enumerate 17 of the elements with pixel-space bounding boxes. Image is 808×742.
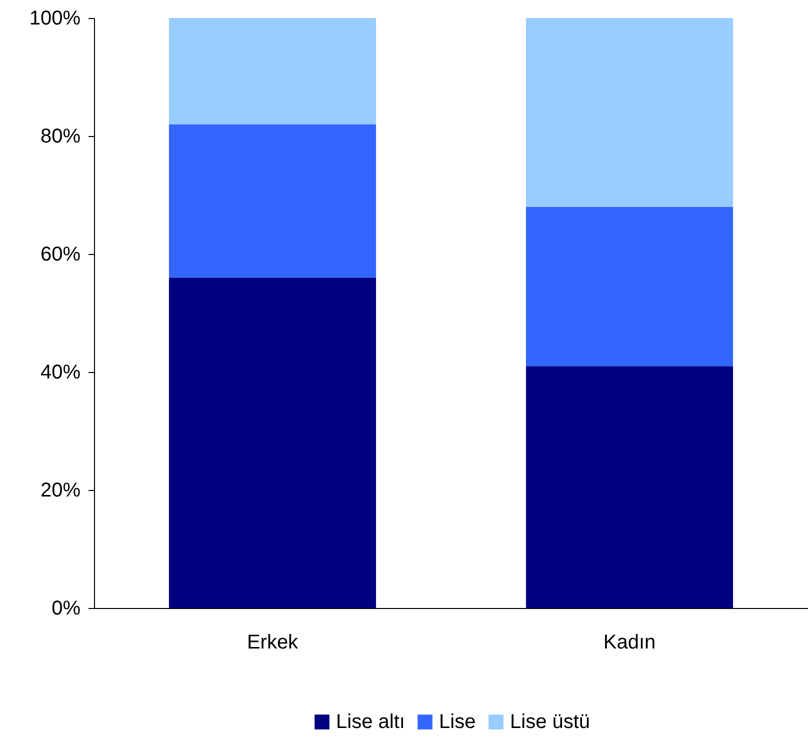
bar [168,278,376,608]
bar [168,124,376,278]
legend-label: Lise [439,711,476,733]
y-tick-label: 0% [52,598,81,620]
bar [526,366,734,608]
legend-label: Lise üstü [510,711,590,733]
y-tick-label: 80% [40,126,81,148]
legend-label: Lise altı [336,711,405,733]
x-tick-label: Kadın [603,632,656,654]
bar [168,18,376,124]
y-tick-label: 40% [40,362,81,384]
y-tick-label: 20% [40,480,81,502]
y-tick-label: 60% [40,244,81,266]
bar [526,18,734,207]
bar [526,206,734,366]
y-tick-label: 100% [29,8,81,30]
x-tick-label: Erkek [246,632,300,654]
